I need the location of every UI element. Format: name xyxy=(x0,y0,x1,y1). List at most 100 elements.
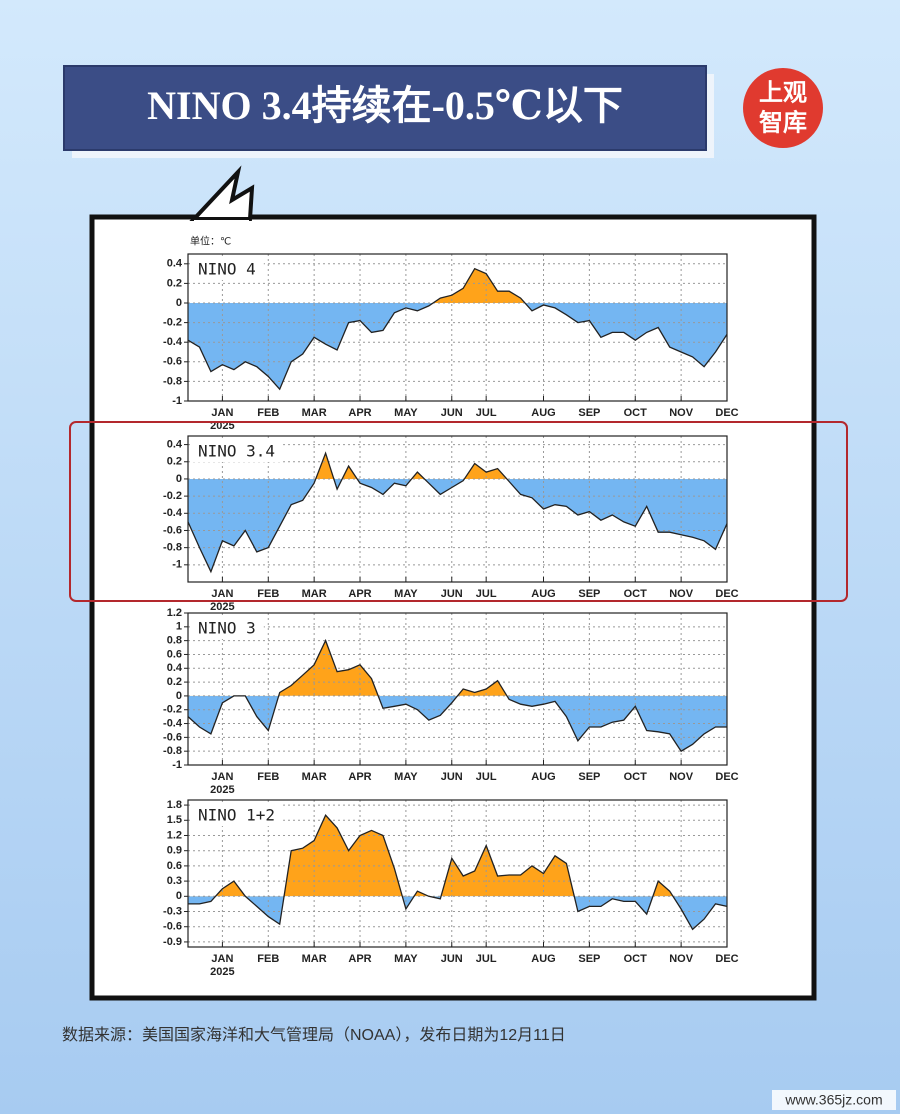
x-tick-label: MAR xyxy=(302,407,327,419)
source-note: 数据来源：美国国家海洋和大气管理局（NOAA），发布日期为12月11日 xyxy=(62,1026,566,1044)
y-tick-label: -0.8 xyxy=(163,542,182,554)
y-tick-label: 0.6 xyxy=(167,860,182,872)
area-below xyxy=(188,896,727,930)
x-tick-label: APR xyxy=(348,953,371,965)
y-tick-label: -0.4 xyxy=(163,717,183,729)
logo-text: 上观 xyxy=(759,79,807,106)
x-tick-label: JAN xyxy=(211,953,233,965)
x-tick-label: OCT xyxy=(624,771,648,783)
x-tick-label: JUN xyxy=(441,588,463,600)
x-tick-label: APR xyxy=(348,407,371,419)
y-tick-label: 0.6 xyxy=(167,648,182,660)
x-tick-label: MAR xyxy=(302,771,327,783)
x-tick-label: JUN xyxy=(441,407,463,419)
x-tick-label: FEB xyxy=(257,407,279,419)
y-tick-label: -0.9 xyxy=(163,936,182,948)
y-tick-label: 1.2 xyxy=(167,829,182,841)
title-bg xyxy=(192,258,264,280)
chart-label: NINO 4 xyxy=(198,260,256,279)
y-tick-label: 0 xyxy=(176,297,182,309)
y-tick-label: -1 xyxy=(172,395,182,407)
x-tick-label: JUN xyxy=(441,953,463,965)
plot-frame xyxy=(187,253,728,402)
x-tick-label: OCT xyxy=(624,407,648,419)
x-tick-label: JAN xyxy=(211,588,233,600)
anomaly-line xyxy=(188,814,728,931)
logo xyxy=(743,68,823,148)
x-tick-label: MAY xyxy=(394,407,418,419)
anomaly-line xyxy=(187,267,728,391)
y-tick-label: -0.6 xyxy=(163,731,182,743)
plot-frame xyxy=(187,799,728,948)
y-tick-label: 0.2 xyxy=(167,676,182,688)
y-tick-label: 0.2 xyxy=(167,456,182,468)
y-tick-label: -0.8 xyxy=(163,375,182,387)
x-tick-label: DEC xyxy=(715,588,738,600)
x-tick-label: AUG xyxy=(531,953,555,965)
x-tick-label: MAR xyxy=(302,953,327,965)
y-tick-label: 0.9 xyxy=(167,845,182,857)
x-tick-label: JUN xyxy=(441,771,463,783)
y-tick-label: 0.4 xyxy=(167,662,183,674)
chart-label: NINO 1+2 xyxy=(198,806,275,825)
area-below xyxy=(188,478,727,572)
x-tick-label: JUL xyxy=(476,588,497,600)
x-tick-label: FEB xyxy=(257,588,279,600)
title-bg xyxy=(192,804,284,826)
y-tick-label: -0.6 xyxy=(163,921,182,933)
watermark-bg xyxy=(772,1090,896,1110)
plot-area xyxy=(188,613,727,765)
y-tick-label: -0.4 xyxy=(163,507,183,519)
chart-label: NINO 3.4 xyxy=(198,442,275,461)
x-tick-label: NOV xyxy=(669,407,694,419)
x-tick-label: DEC xyxy=(715,771,738,783)
x-tick-label: OCT xyxy=(624,588,648,600)
x-tick-label: FEB xyxy=(257,771,279,783)
x-tick-label: JUL xyxy=(476,953,497,965)
nino-chart: 0.4 0.2 0 -0.2 -0.4 -0.6 -0.8 -1 JAN FEB MAR APR MAY… xyxy=(163,435,739,613)
area-above xyxy=(188,453,727,479)
x-tick-label: MAY xyxy=(394,588,418,600)
y-tick-label: -0.2 xyxy=(163,317,182,329)
x-tick-label: JAN xyxy=(211,771,233,783)
nino-chart: 1.8 1.5 1.2 0.9 0.6 0.3 0 -0.3 -0.6 -0.9 JAN FEB MAR… xyxy=(163,799,739,978)
x-tick-label: MAR xyxy=(302,588,327,600)
x-tick-label: OCT xyxy=(624,953,648,965)
x-tick-label: SEP xyxy=(578,953,600,965)
x-tick-label: JUL xyxy=(476,407,497,419)
x-tick-label: DEC xyxy=(715,953,738,965)
y-tick-label: -1 xyxy=(172,759,182,771)
y-tick-label: 0.3 xyxy=(167,875,182,887)
y-tick-label: -1 xyxy=(172,559,182,571)
x-tick-label: NOV xyxy=(669,953,694,965)
y-tick-label: -0.8 xyxy=(163,745,182,757)
area-above xyxy=(188,268,727,303)
x-tick-label: SEP xyxy=(578,588,600,600)
watermark: www.365jz.com xyxy=(784,1092,882,1108)
y-tick-label: 0 xyxy=(176,473,182,485)
area-above xyxy=(188,640,727,696)
area-below xyxy=(188,695,727,752)
year-label: 2025 xyxy=(210,966,234,978)
banner xyxy=(63,65,707,151)
x-tick-label: SEP xyxy=(578,771,600,783)
x-tick-label: NOV xyxy=(669,588,694,600)
x-tick-label: APR xyxy=(348,588,371,600)
title-bg xyxy=(192,617,264,639)
nino-chart: 1.2 1 0.80.6 0.4 0.2 0 -0.2-0.4 -0.6 -0.8 -1 JAN FE… xyxy=(163,607,739,796)
y-tick-label: 0.4 xyxy=(167,258,183,270)
x-tick-label: AUG xyxy=(531,407,555,419)
x-tick-label: JAN xyxy=(211,407,233,419)
y-tick-label: 0.4 xyxy=(167,438,183,450)
y-tick-label: 1.2 xyxy=(167,607,182,619)
y-tick-label: 0.2 xyxy=(167,277,182,289)
y-tick-label: -0.2 xyxy=(163,490,182,502)
plot-frame xyxy=(187,435,728,583)
highlight-box xyxy=(69,421,848,602)
y-tick-label: 0 xyxy=(176,890,182,902)
x-tick-label: DEC xyxy=(715,407,738,419)
y-tick-label: -0.3 xyxy=(163,905,182,917)
x-tick-label: AUG xyxy=(531,771,555,783)
y-tick-label: -0.6 xyxy=(163,524,182,536)
